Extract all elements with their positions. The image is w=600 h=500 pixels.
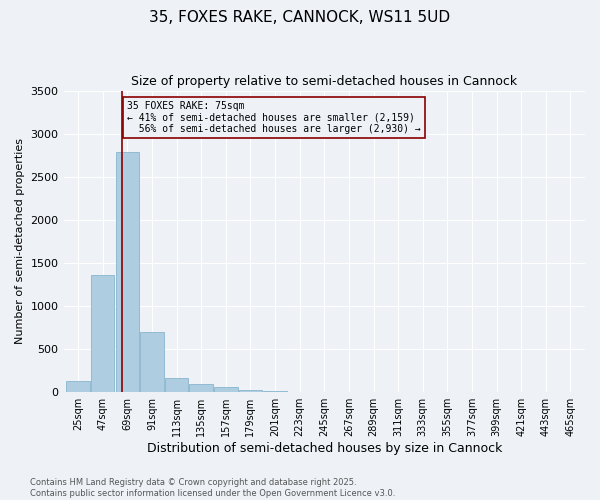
Bar bbox=[214, 388, 238, 392]
Bar bbox=[91, 275, 115, 392]
Bar bbox=[239, 390, 262, 392]
Text: Contains HM Land Registry data © Crown copyright and database right 2025.
Contai: Contains HM Land Registry data © Crown c… bbox=[30, 478, 395, 498]
Text: 35 FOXES RAKE: 75sqm
← 41% of semi-detached houses are smaller (2,159)
  56% of : 35 FOXES RAKE: 75sqm ← 41% of semi-detac… bbox=[127, 101, 421, 134]
Bar bbox=[165, 378, 188, 392]
Bar bbox=[190, 384, 213, 392]
Bar bbox=[116, 152, 139, 392]
Bar bbox=[263, 391, 287, 392]
Text: 35, FOXES RAKE, CANNOCK, WS11 5UD: 35, FOXES RAKE, CANNOCK, WS11 5UD bbox=[149, 10, 451, 25]
Title: Size of property relative to semi-detached houses in Cannock: Size of property relative to semi-detach… bbox=[131, 75, 517, 88]
Bar bbox=[140, 332, 164, 392]
Bar bbox=[67, 381, 90, 392]
Y-axis label: Number of semi-detached properties: Number of semi-detached properties bbox=[15, 138, 25, 344]
X-axis label: Distribution of semi-detached houses by size in Cannock: Distribution of semi-detached houses by … bbox=[146, 442, 502, 455]
